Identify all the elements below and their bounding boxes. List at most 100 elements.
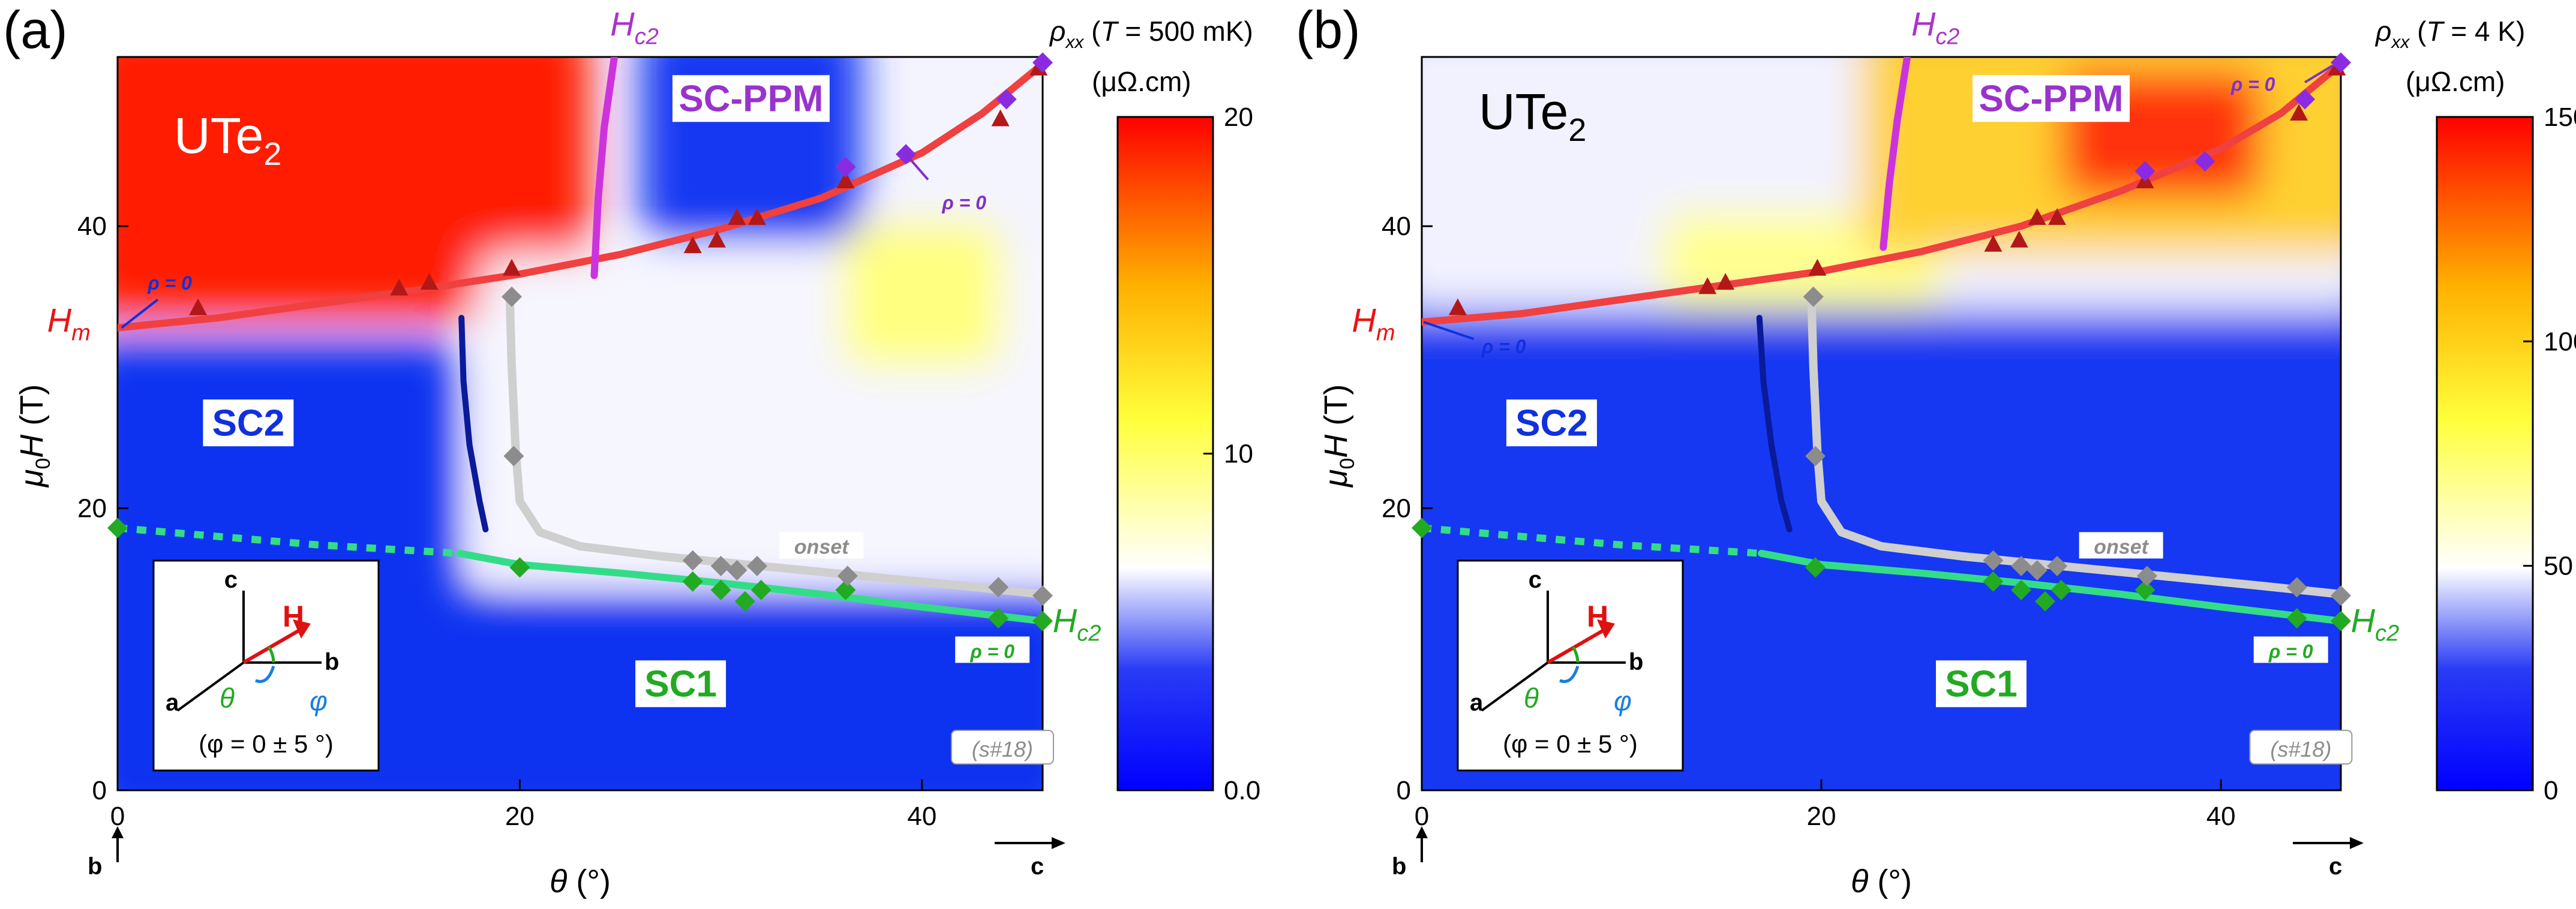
data-point-triangle bbox=[2048, 208, 2067, 225]
colorbar-title-rest: = 4 K) bbox=[2443, 16, 2526, 47]
region-label-box bbox=[635, 660, 726, 708]
data-point-diamond bbox=[1803, 286, 1824, 307]
data-point-triangle bbox=[991, 109, 1010, 127]
data-point-triangle bbox=[1808, 258, 1827, 276]
region-label: SC2 bbox=[212, 402, 285, 444]
colorbar-unit: (μΩ.cm) bbox=[2406, 66, 2505, 97]
colorbar-title-rest: = 500 mK) bbox=[1118, 16, 1253, 47]
onset-label: onset bbox=[2094, 535, 2149, 558]
colorbar-tick-label: 10 bbox=[1224, 440, 1253, 469]
inset-phi-label: φ bbox=[1614, 685, 1632, 717]
sample-label-box bbox=[950, 730, 1054, 765]
y-axis-label-unit: (T) bbox=[1318, 384, 1354, 435]
region-label-box bbox=[672, 75, 830, 122]
data-point-diamond bbox=[2047, 556, 2068, 577]
colorbar-tick-label: 0.0 bbox=[1224, 776, 1260, 805]
data-point-triangle bbox=[1698, 277, 1717, 294]
inset-b-label: b bbox=[1629, 649, 1643, 675]
data-point-diamond bbox=[1805, 446, 1826, 466]
plot-frame bbox=[1421, 56, 2342, 791]
data-point-diamond bbox=[2134, 580, 2155, 601]
inset-c-label: c bbox=[224, 567, 238, 593]
rho-zero-box bbox=[955, 636, 1030, 663]
y-tick-label: 20 bbox=[77, 494, 107, 523]
data-point-diamond bbox=[2295, 89, 2316, 110]
y-tick-label: 0 bbox=[1397, 776, 1411, 805]
x-tick-label: 20 bbox=[505, 802, 535, 831]
data-point-diamond bbox=[503, 446, 524, 466]
y-tick-label: 40 bbox=[1382, 212, 1411, 241]
inset-phi-arc bbox=[255, 666, 275, 683]
rho-zero-box bbox=[2253, 636, 2328, 663]
colorbar-title-rho: ρ bbox=[1049, 16, 1065, 47]
data-point-diamond bbox=[835, 156, 856, 177]
colorbar-tick-label: 150 bbox=[2544, 103, 2576, 132]
series-line bbox=[458, 315, 489, 532]
colorbar-tick-label: 50 bbox=[2544, 552, 2573, 581]
data-point-diamond bbox=[2194, 151, 2215, 172]
inset-box bbox=[1457, 559, 1684, 772]
material-base: UTe bbox=[174, 107, 263, 164]
curve-label-sub: m bbox=[1376, 321, 1395, 346]
plot-frame bbox=[116, 56, 1044, 791]
inset-a-label: a bbox=[166, 690, 179, 716]
curve-label-hm: Hm bbox=[47, 302, 91, 346]
colorbar-unit: (μΩ.cm) bbox=[1092, 66, 1191, 97]
x-axis-label-main: θ bbox=[550, 863, 567, 899]
inset-b-label: b bbox=[325, 649, 339, 675]
inset-phi-note: (φ = 0 ± 5 °) bbox=[1503, 730, 1638, 758]
data-point-diamond bbox=[1983, 571, 2004, 592]
data-point-triangle bbox=[1448, 298, 1467, 315]
inset-h-arrowhead bbox=[293, 619, 311, 639]
data-point-diamond bbox=[710, 556, 731, 577]
geometry-inset: Hc b a θ φ (φ = 0 ± 5 °) bbox=[1457, 559, 1684, 772]
inset-a-axis bbox=[1481, 661, 1549, 712]
y-axis-label-mu: μ bbox=[1318, 469, 1354, 489]
rho-zero-label: ρ = 0 bbox=[1481, 336, 1526, 357]
data-point-diamond bbox=[2136, 565, 2157, 586]
data-point-diamond bbox=[750, 580, 771, 601]
data-point-diamond bbox=[2331, 52, 2351, 73]
region-label-box bbox=[1506, 399, 1597, 447]
data-point-diamond bbox=[2050, 580, 2071, 601]
inset-phi-note: (φ = 0 ± 5 °) bbox=[199, 730, 334, 758]
inset-h-arrowhead bbox=[1597, 619, 1615, 639]
data-point-diamond bbox=[2286, 577, 2307, 598]
data-point-diamond bbox=[1032, 610, 1053, 631]
x-axis-label: θ (°) bbox=[1851, 863, 1912, 899]
curve-label-letter: H bbox=[1352, 302, 1376, 339]
inset-c-label: c bbox=[1529, 567, 1542, 593]
x-tick-label: 0 bbox=[1415, 802, 1429, 831]
inset-a-label: a bbox=[1470, 690, 1484, 716]
inset-theta-label: θ bbox=[1524, 682, 1539, 714]
heatmap-blob bbox=[118, 57, 590, 318]
data-point-triangle bbox=[747, 208, 766, 225]
data-point-diamond bbox=[2035, 591, 2056, 612]
data-point-diamond bbox=[107, 517, 128, 538]
y-axis-label-h: H bbox=[1318, 434, 1354, 458]
inset-theta-arc bbox=[267, 646, 275, 663]
curve-label-letter: H bbox=[1911, 5, 1936, 43]
data-point-diamond bbox=[1805, 557, 1826, 578]
y-axis-label-h: H bbox=[14, 434, 50, 458]
b-direction-label: b bbox=[88, 853, 102, 880]
sample-label: (s#18) bbox=[2270, 737, 2331, 761]
x-axis-label-unit: (°) bbox=[1868, 863, 1912, 899]
curve-label-letter: H bbox=[47, 302, 72, 339]
material-sub: 2 bbox=[1568, 112, 1586, 148]
b-direction-arrowhead bbox=[1416, 826, 1428, 838]
c-direction-arrowhead bbox=[1052, 837, 1065, 849]
x-tick-label: 40 bbox=[2206, 802, 2236, 831]
colorbar-title-rho: ρ bbox=[2374, 16, 2391, 47]
geometry-inset: Hc b a θ φ (φ = 0 ± 5 °) bbox=[152, 559, 380, 772]
y-axis-label-mu: μ bbox=[14, 469, 50, 489]
rho-arrow bbox=[1423, 321, 1475, 341]
colorbar-title-sub: xx bbox=[1064, 32, 1084, 52]
data-point-triangle bbox=[503, 258, 521, 276]
curve-label-sub: c2 bbox=[2375, 621, 2399, 646]
rho-arrow bbox=[121, 298, 159, 329]
inset-theta-arc bbox=[1571, 646, 1580, 663]
curve-label-sub: m bbox=[71, 321, 91, 346]
heatmap-blob bbox=[640, 57, 862, 240]
